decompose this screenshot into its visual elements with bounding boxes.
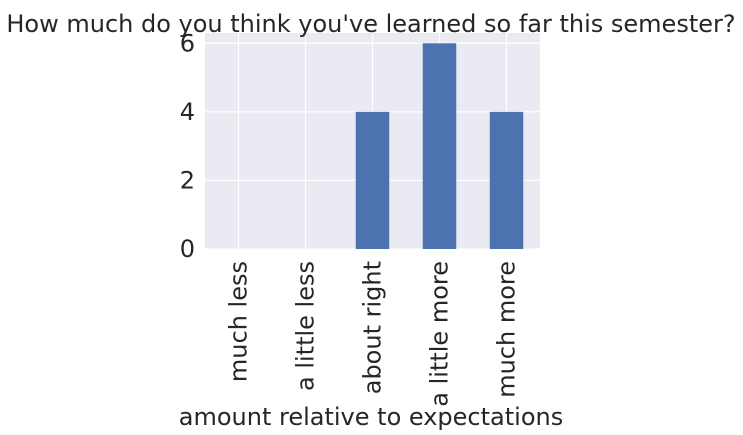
bars [355, 43, 524, 250]
x-tick-label: a little less [292, 261, 320, 391]
chart-title: How much do you think you've learned so … [6, 10, 735, 38]
y-tick-label: 2 [180, 166, 195, 194]
y-tick-label: 0 [180, 235, 195, 263]
bar [489, 111, 524, 249]
x-tick-label: a little more [426, 261, 454, 407]
y-tick-label: 6 [180, 29, 195, 57]
x-tick-label: much more [493, 261, 521, 398]
x-tick-labels: much less a little less about right a littl… [225, 261, 521, 407]
x-tick-label: much less [225, 261, 253, 382]
x-axis-label: amount relative to expectations [179, 403, 563, 431]
bar [422, 43, 457, 250]
bar [355, 111, 390, 249]
y-tick-label: 4 [180, 98, 195, 126]
y-tick-labels: 0 2 4 6 [180, 29, 195, 263]
x-tick-label: about right [359, 261, 387, 394]
